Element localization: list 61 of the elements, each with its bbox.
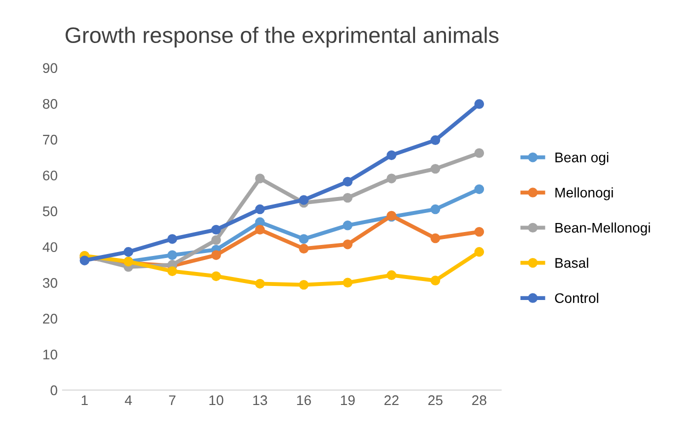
x-tick-label: 7 (169, 395, 176, 406)
legend-label: Bean-Mellonogi (555, 222, 650, 236)
x-tick-label: 22 (384, 395, 399, 406)
x-tick-label: 16 (297, 395, 311, 406)
point (167, 234, 178, 244)
point (298, 195, 309, 205)
y-tick-label: 10 (43, 350, 58, 360)
point (342, 239, 353, 250)
point (298, 234, 309, 244)
point (430, 276, 440, 286)
point (167, 250, 178, 260)
point (474, 99, 484, 109)
point (430, 135, 440, 146)
point (298, 244, 309, 254)
point (342, 278, 353, 288)
x-tick-label: 28 (472, 395, 486, 406)
x-tick-label: 1 (82, 395, 88, 406)
y-tick-label: 50 (42, 206, 58, 216)
x-tick-label: 19 (340, 395, 355, 406)
y-tick-label: 20 (43, 314, 58, 324)
legend-label: Control (555, 292, 598, 304)
x-tick-label: 13 (253, 395, 268, 406)
legend-label: Mellonogi (555, 187, 613, 200)
y-tick-label: 70 (43, 134, 58, 145)
point (386, 174, 396, 184)
point (386, 150, 396, 160)
point (386, 270, 396, 280)
y-tick-label: 40 (42, 242, 58, 252)
legend-label: Basal (555, 258, 588, 268)
point (211, 224, 221, 235)
y-tick-label: 60 (43, 170, 58, 180)
x-tick-label: 25 (428, 395, 442, 406)
point (474, 184, 484, 194)
legend-label: Bean ogi (555, 152, 608, 166)
point (80, 256, 90, 266)
point (430, 164, 440, 174)
x-tick-label: 4 (124, 395, 132, 406)
point (430, 233, 440, 244)
point (124, 247, 134, 257)
point (342, 176, 353, 187)
point (255, 174, 265, 184)
y-tick-label: 90 (42, 63, 58, 74)
y-tick-label: 30 (42, 278, 58, 288)
y-tick-label: 80 (42, 98, 58, 109)
point (255, 278, 265, 289)
point (430, 204, 440, 214)
point (167, 266, 178, 276)
point (342, 192, 353, 203)
point (211, 235, 221, 245)
chart-title: Growth response of the exprimental animals (66, 26, 498, 48)
point (342, 220, 353, 230)
point (255, 224, 265, 235)
y-tick-label: 0 (50, 385, 58, 396)
point (474, 226, 484, 237)
x-tick-label: 10 (209, 395, 224, 406)
point (255, 204, 265, 214)
point (298, 280, 309, 290)
point (474, 247, 484, 257)
point (474, 148, 484, 158)
point (211, 271, 221, 282)
point (211, 250, 221, 260)
